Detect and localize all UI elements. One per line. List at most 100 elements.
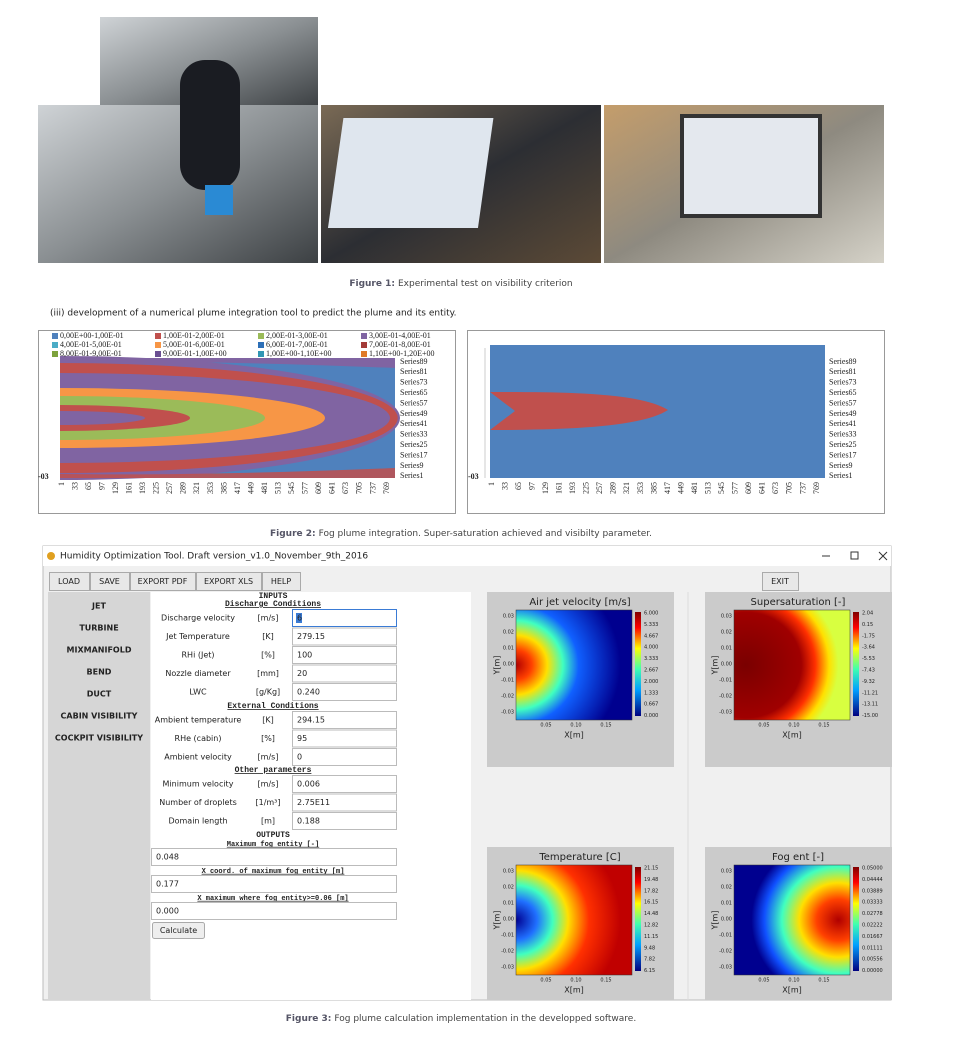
- text-input[interactable]: [292, 627, 397, 646]
- x-axis-label: X[m]: [782, 986, 802, 995]
- input-value[interactable]: 100: [297, 651, 312, 660]
- text-selection: [296, 613, 302, 623]
- caption-label: Figure 2:: [270, 529, 316, 539]
- y-tick-label: -03: [38, 472, 49, 481]
- legend-label: 4,00E-01-5,00E-01: [60, 340, 122, 349]
- toolbar-button[interactable]: [49, 572, 90, 591]
- x-tick-label: 225: [582, 482, 591, 494]
- series-label: Series9: [400, 461, 424, 470]
- sidebar-item[interactable]: CABIN VISIBILITY: [61, 712, 138, 721]
- toolbar-button-label[interactable]: SAVE: [99, 577, 120, 586]
- output-value: 0.000: [156, 907, 179, 916]
- input-value[interactable]: 0.006: [297, 780, 320, 789]
- toolbar-button[interactable]: [262, 572, 301, 591]
- input-value[interactable]: 6: [297, 614, 302, 623]
- y-tick-label: -0.03: [719, 710, 732, 716]
- maximize-icon[interactable]: [850, 551, 859, 560]
- legend-swatch: [361, 333, 367, 339]
- x-tick-label: 289: [179, 482, 188, 494]
- text-input[interactable]: [292, 729, 397, 748]
- input-value[interactable]: 294.15: [297, 716, 325, 725]
- toolbar-button[interactable]: [130, 572, 196, 591]
- x-axis-label: X[m]: [564, 986, 584, 995]
- exit-button[interactable]: [762, 572, 799, 591]
- colorbar-label: 0.02778: [862, 911, 883, 917]
- x-tick-label: 769: [382, 482, 391, 494]
- output-field: [151, 902, 397, 920]
- y-tick-label: 0.03: [503, 614, 514, 620]
- x-tick-label: 161: [125, 482, 134, 494]
- calculate-button-label[interactable]: Calculate: [160, 926, 197, 935]
- text-input[interactable]: [292, 664, 397, 683]
- legend-swatch: [52, 342, 58, 348]
- legend-swatch: [258, 351, 264, 357]
- input-value[interactable]: 20: [297, 669, 307, 678]
- text-input[interactable]: [292, 812, 397, 830]
- toolbar-button-label[interactable]: LOAD: [58, 577, 80, 586]
- toolbar-button-label[interactable]: HELP: [271, 577, 292, 586]
- exit-button-label[interactable]: EXIT: [771, 577, 789, 586]
- x-tick-label: 0.15: [818, 978, 829, 984]
- x-tick-label: 353: [636, 482, 645, 494]
- series-label: Series33: [400, 430, 428, 439]
- text-input[interactable]: [292, 793, 397, 812]
- x-tick-label: 0.15: [818, 723, 829, 729]
- y-tick-label: 0.03: [721, 869, 732, 875]
- app-icon: [47, 552, 55, 560]
- x-tick-label: 449: [246, 482, 255, 494]
- colorbar-label: -1.75: [862, 633, 875, 639]
- sidebar: [48, 592, 150, 1000]
- close-icon[interactable]: [878, 551, 888, 561]
- input-value[interactable]: 279.15: [297, 632, 325, 641]
- colorbar-label: 6.15: [644, 968, 655, 974]
- input-label: RHi (Jet): [182, 651, 215, 660]
- x-tick-label: 481: [260, 482, 269, 494]
- colorbar: [853, 867, 859, 971]
- y-axis-label: Y[m]: [711, 656, 720, 676]
- x-tick-label: 129: [541, 482, 550, 494]
- x-tick-label: 65: [84, 482, 93, 490]
- colorbar-label: 2.667: [644, 668, 658, 674]
- x-tick-label: 1: [487, 482, 496, 486]
- toolbar-button-label[interactable]: EXPORT PDF: [138, 577, 188, 586]
- toolbar-button[interactable]: [90, 572, 130, 591]
- toolbar-button-label[interactable]: EXPORT XLS: [204, 577, 253, 586]
- input-value[interactable]: 2.75E11: [297, 798, 330, 807]
- sidebar-item[interactable]: JET: [91, 602, 106, 611]
- toolbar-button[interactable]: [196, 572, 262, 591]
- output-field: [151, 875, 397, 893]
- sidebar-item[interactable]: DUCT: [87, 690, 112, 699]
- text-input[interactable]: [292, 748, 397, 766]
- input-value[interactable]: 0.240: [297, 688, 320, 697]
- colorbar-label: -3.64: [862, 645, 875, 651]
- text-input[interactable]: [292, 609, 397, 627]
- colorbar-label: -11.21: [862, 690, 878, 696]
- colorbar-label: 11.15: [644, 934, 658, 940]
- text-input[interactable]: [292, 646, 397, 664]
- sidebar-item[interactable]: COCKPIT VISIBILITY: [55, 734, 143, 743]
- input-value[interactable]: 0: [297, 753, 302, 762]
- y-tick-label: 0.02: [721, 885, 732, 891]
- sidebar-item[interactable]: BEND: [87, 668, 112, 677]
- input-unit: [mm]: [257, 669, 279, 678]
- series-label: Series57: [400, 398, 428, 407]
- colorbar-label: 4.667: [644, 633, 658, 639]
- x-tick-label: 0.10: [570, 978, 581, 984]
- input-value[interactable]: 95: [297, 734, 307, 743]
- x-tick-label: 705: [785, 482, 794, 494]
- input-value[interactable]: 0.188: [297, 817, 320, 826]
- sidebar-item[interactable]: TURBINE: [79, 624, 118, 633]
- legend-label: 3,00E-01-4,00E-01: [369, 331, 431, 340]
- text-input[interactable]: [292, 683, 397, 701]
- series-label: Series25: [829, 440, 857, 449]
- x-tick-label: 481: [690, 482, 699, 494]
- text-input[interactable]: [292, 775, 397, 793]
- x-tick-label: 385: [219, 482, 228, 494]
- calculate-button[interactable]: [152, 922, 205, 939]
- plot-band: [60, 411, 145, 425]
- figure-caption: Figure 1: Experimental test on visibility…: [349, 279, 572, 289]
- y-tick-label: 0.01: [503, 901, 514, 907]
- x-tick-label: 225: [152, 482, 161, 494]
- text-input[interactable]: [292, 711, 397, 729]
- sidebar-item[interactable]: MIXMANIFOLD: [67, 646, 132, 655]
